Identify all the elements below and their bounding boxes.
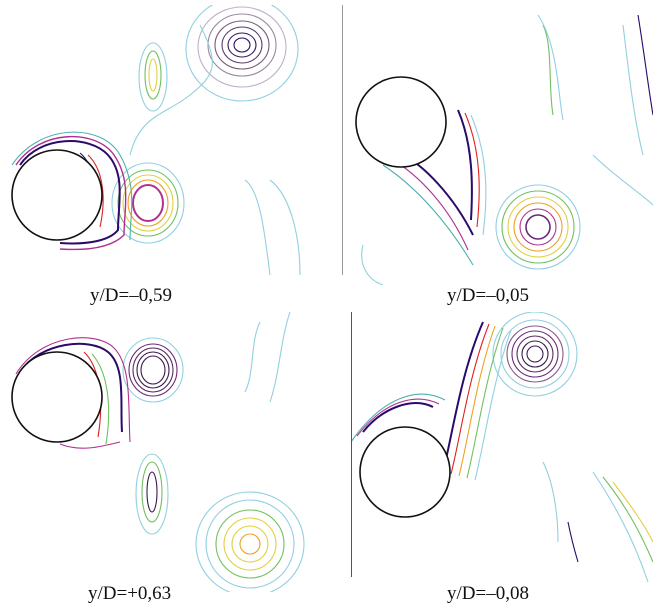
cylinder: [359, 426, 451, 518]
vortex-lower-center: [495, 184, 581, 270]
vortex-lower-middle: [135, 453, 169, 535]
contour-plot-bottom-right: [350, 312, 653, 583]
contour-plot-top-right: [355, 14, 653, 285]
contour-panel-top-left: [0, 5, 310, 285]
vortex-lower-right: [195, 491, 305, 592]
vortex-upper-right: [185, 5, 299, 102]
vortex-upper-right: [492, 312, 578, 397]
vertical-divider-bottom: [351, 312, 352, 577]
vortex-near-cylinder: [111, 162, 185, 244]
caption-bottom-left: y/D=+0,63: [88, 583, 172, 604]
cylinder: [355, 76, 447, 168]
caption-top-left: y/D=–0,59: [90, 285, 172, 306]
contour-plot-top-left: [11, 5, 301, 276]
caption-top-right: y/D=–0,05: [447, 285, 529, 306]
vortex-near-cylinder: [122, 337, 184, 403]
contour-panel-bottom-left: [0, 312, 310, 592]
contour-panel-top-right: [343, 5, 653, 285]
cylinder: [11, 149, 103, 241]
contour-plot-bottom-left: [11, 312, 305, 592]
cylinder: [11, 351, 103, 443]
caption-bottom-right: y/D=–0,08: [447, 583, 529, 604]
contour-panel-bottom-right: [343, 312, 653, 592]
vertical-divider-top: [342, 5, 343, 275]
vortex-upper-middle: [138, 42, 168, 112]
